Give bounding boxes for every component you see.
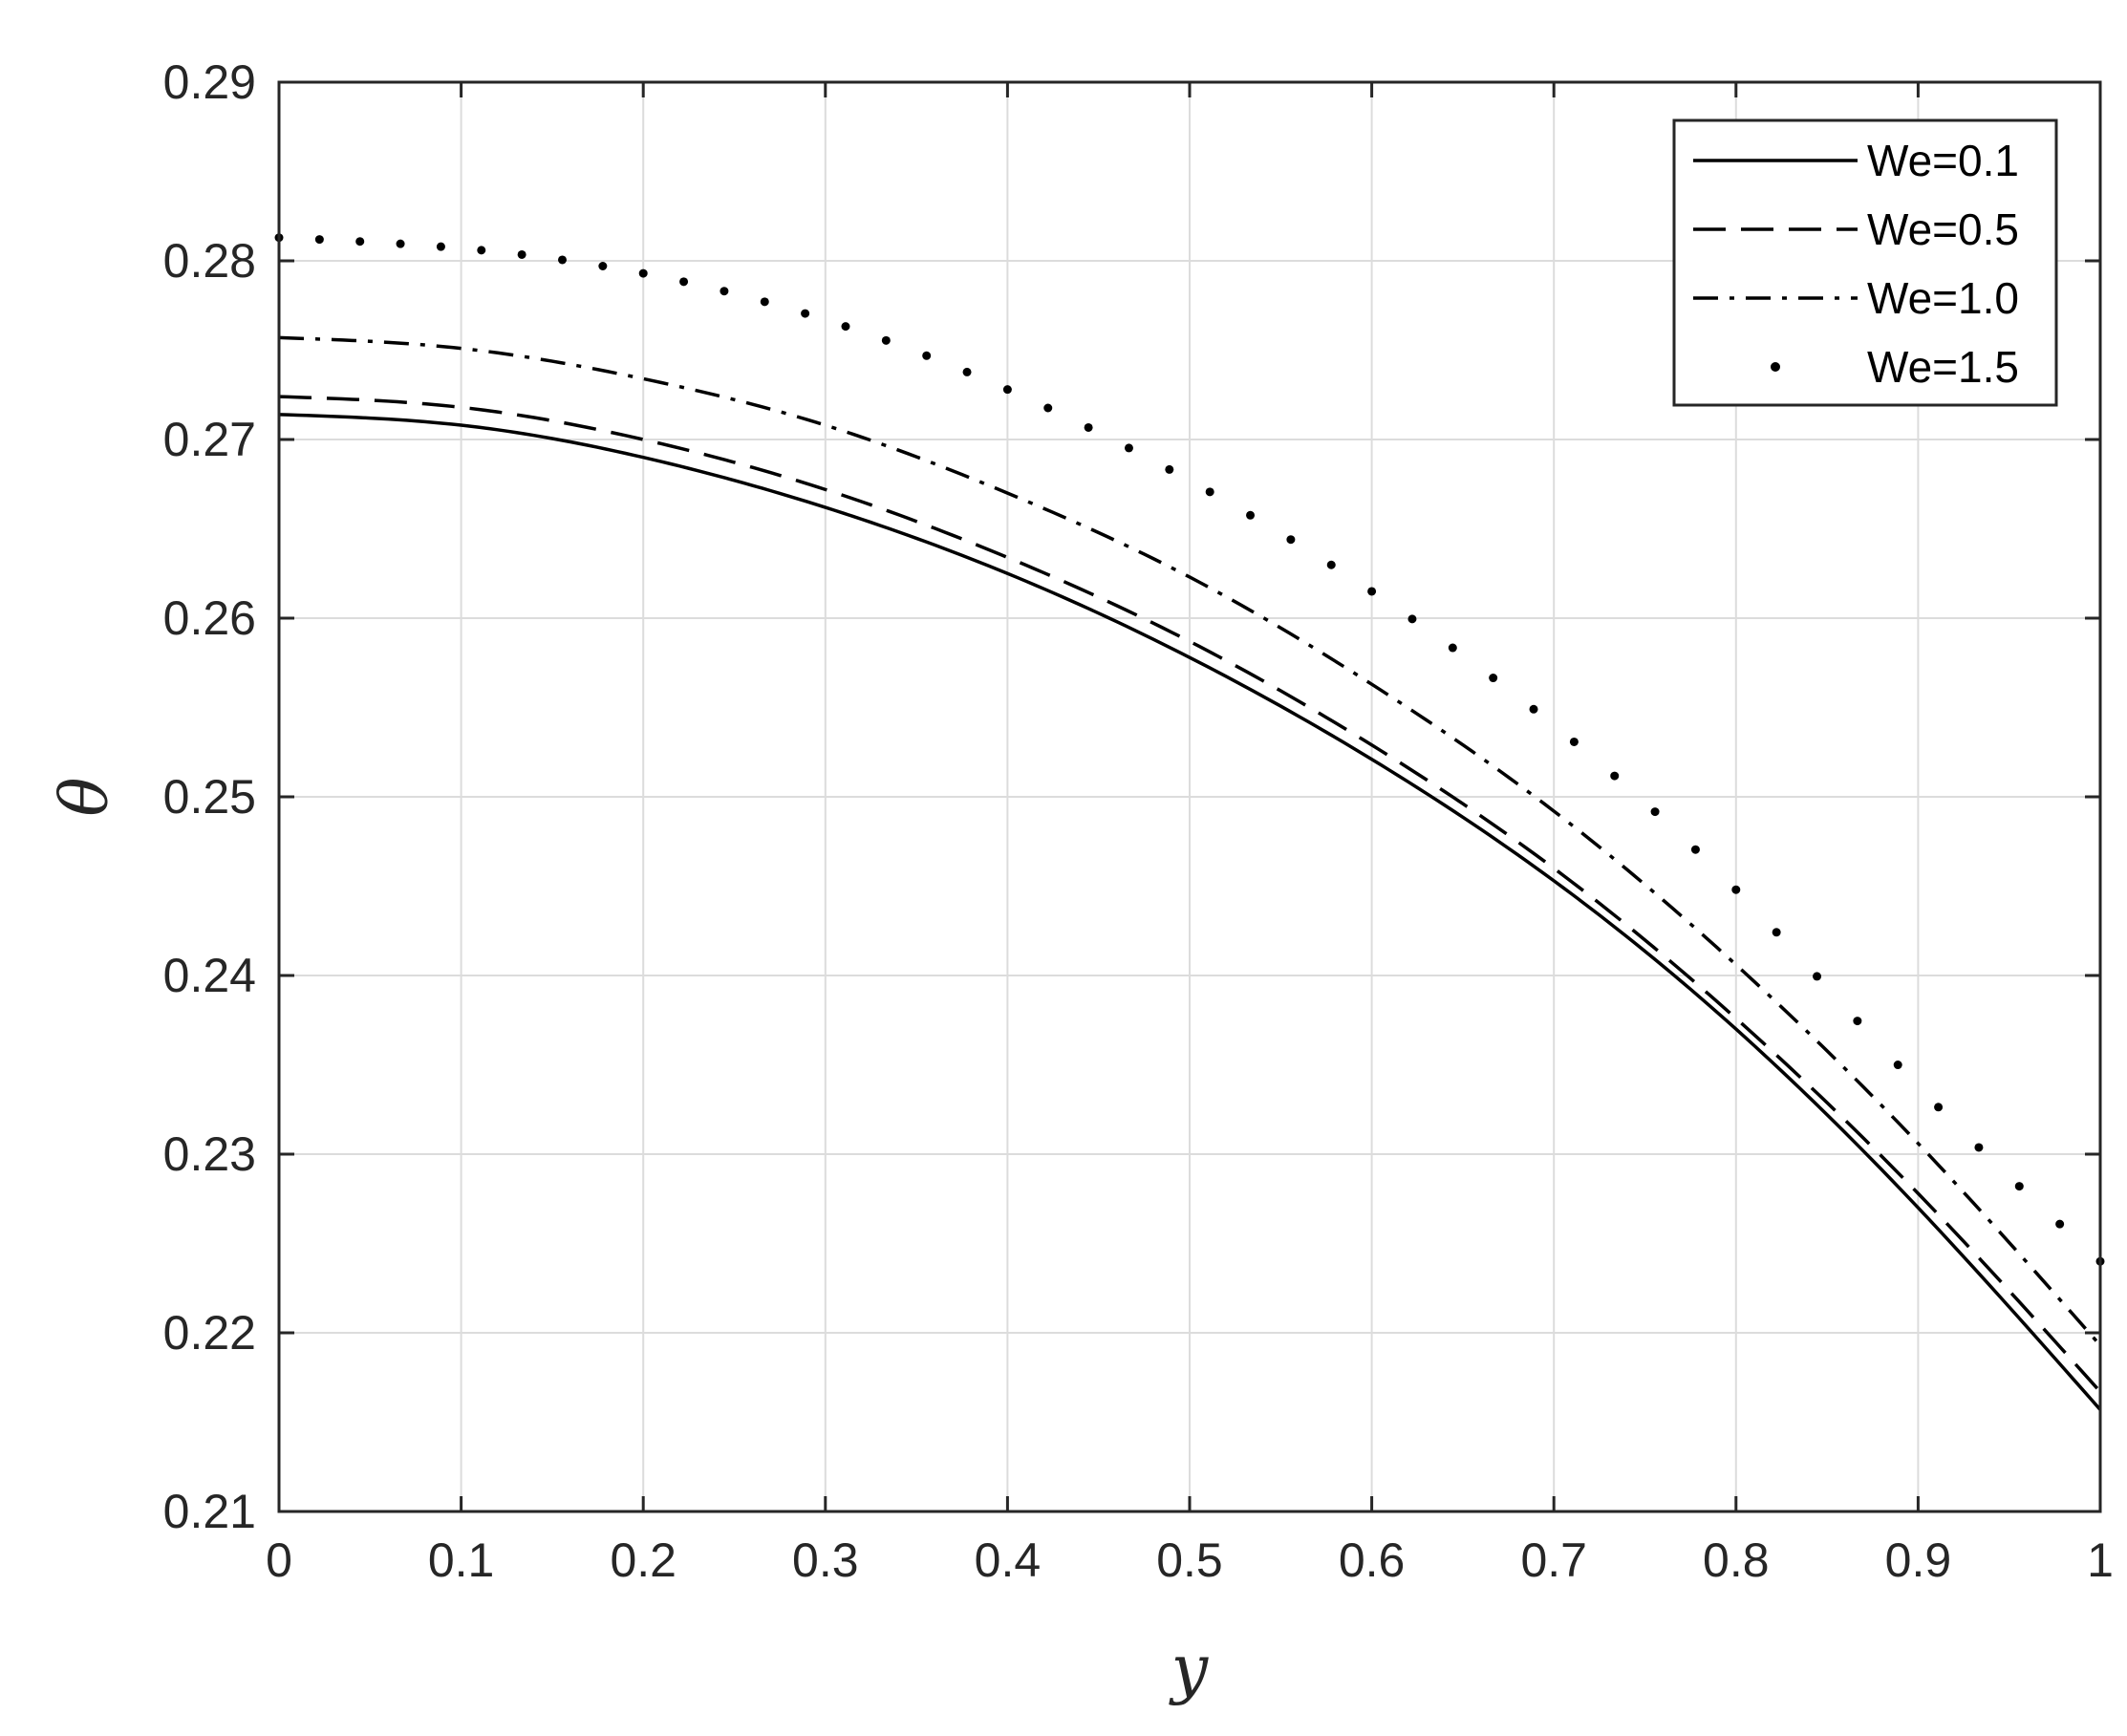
- data-point: [2055, 1219, 2065, 1229]
- legend-box: [1672, 118, 2058, 407]
- data-point: [1569, 737, 1579, 746]
- data-point: [1326, 560, 1336, 569]
- data-point: [1731, 885, 1741, 894]
- y-tick-label: 0.22: [163, 1306, 256, 1360]
- data-point: [1246, 510, 1256, 520]
- data-point: [1934, 1103, 1944, 1112]
- x-tick-label: 0.3: [792, 1533, 859, 1587]
- data-point: [1529, 704, 1538, 714]
- legend-item: We=0.5: [1693, 204, 2019, 254]
- data-point: [1893, 1061, 1902, 1070]
- data-point: [679, 277, 689, 287]
- y-axis-label: θ: [48, 778, 123, 817]
- data-point: [922, 351, 932, 360]
- y-tick-label: 0.21: [163, 1485, 256, 1538]
- series-line-2: [278, 335, 2102, 1347]
- legend-label: We=1.0: [1867, 273, 2019, 323]
- data-point: [1448, 643, 1457, 653]
- data-point: [1124, 443, 1133, 453]
- x-tick-label: 0.1: [428, 1533, 495, 1587]
- data-point: [720, 287, 729, 296]
- series-layer: [274, 233, 2105, 1411]
- y-tick-label: 0.25: [163, 770, 256, 824]
- data-point: [355, 237, 365, 246]
- data-point: [638, 268, 648, 278]
- data-point: [1407, 614, 1417, 624]
- data-point: [598, 261, 608, 270]
- x-tick-label: 0.7: [1520, 1533, 1587, 1587]
- data-point: [1853, 1017, 1862, 1026]
- data-point: [396, 239, 405, 248]
- x-tick-label: 1: [2087, 1533, 2114, 1587]
- x-tick-label: 0.4: [975, 1533, 1042, 1587]
- data-point: [1690, 845, 1700, 854]
- data-point: [1165, 464, 1174, 474]
- series-line-0: [278, 413, 2102, 1411]
- legend-item: We=1.0: [1693, 273, 2019, 323]
- legend-item: We=0.1: [1693, 136, 2019, 185]
- data-point: [1084, 422, 1093, 432]
- y-tick-label: 0.28: [163, 234, 256, 288]
- x-tick-label: 0.9: [1885, 1533, 1952, 1587]
- y-tick-label: 0.29: [163, 55, 256, 109]
- data-point: [2014, 1182, 2024, 1191]
- data-point: [841, 322, 850, 332]
- data-point: [1610, 771, 1620, 781]
- legend-item: We=1.5: [1771, 342, 2019, 392]
- data-point: [517, 249, 526, 259]
- series-points-we-1-5: [274, 233, 2105, 1266]
- grid: [279, 82, 2100, 1511]
- y-tick-label: 0.24: [163, 949, 256, 1002]
- legend: We=0.1 We=0.5 We=1.0 We=1.5: [1672, 118, 2058, 407]
- data-point: [1002, 385, 1012, 395]
- data-point: [314, 235, 324, 245]
- data-point: [801, 309, 810, 318]
- data-point: [962, 367, 972, 376]
- x-tick-label: 0: [266, 1533, 292, 1587]
- data-point: [1286, 535, 1296, 545]
- data-point: [1813, 972, 1822, 981]
- data-point: [1489, 674, 1498, 683]
- data-point: [557, 255, 567, 265]
- data-point: [477, 246, 486, 255]
- data-point: [1043, 403, 1053, 413]
- x-tick-label: 0.2: [610, 1533, 677, 1587]
- data-point: [1772, 928, 1781, 937]
- data-point: [881, 335, 891, 345]
- legend-label: We=0.5: [1867, 204, 2019, 254]
- data-point: [1974, 1143, 1984, 1152]
- data-point: [1367, 587, 1377, 596]
- ticks: 0 0.1 0.2 0.3 0.4 0.5 0.6 0.7 0.8 0.9 1 0.21 0.22 0.2…: [163, 55, 2114, 1587]
- legend-label: We=0.1: [1867, 136, 2019, 185]
- x-tick-label: 0.6: [1339, 1533, 1406, 1587]
- x-tick-label: 0.5: [1156, 1533, 1223, 1587]
- series-line-1: [278, 395, 2102, 1393]
- y-tick-label: 0.27: [163, 413, 256, 466]
- data-point: [760, 297, 769, 307]
- x-tick-label: 0.8: [1703, 1533, 1770, 1587]
- y-tick-label: 0.23: [163, 1127, 256, 1181]
- legend-label: We=1.5: [1867, 342, 2019, 392]
- x-axis-label: y: [1169, 1632, 1210, 1707]
- y-tick-label: 0.26: [163, 591, 256, 645]
- data-point: [1205, 487, 1214, 497]
- data-point: [436, 242, 445, 251]
- data-point: [1650, 807, 1660, 817]
- legend-dot-marker: [1771, 362, 1780, 372]
